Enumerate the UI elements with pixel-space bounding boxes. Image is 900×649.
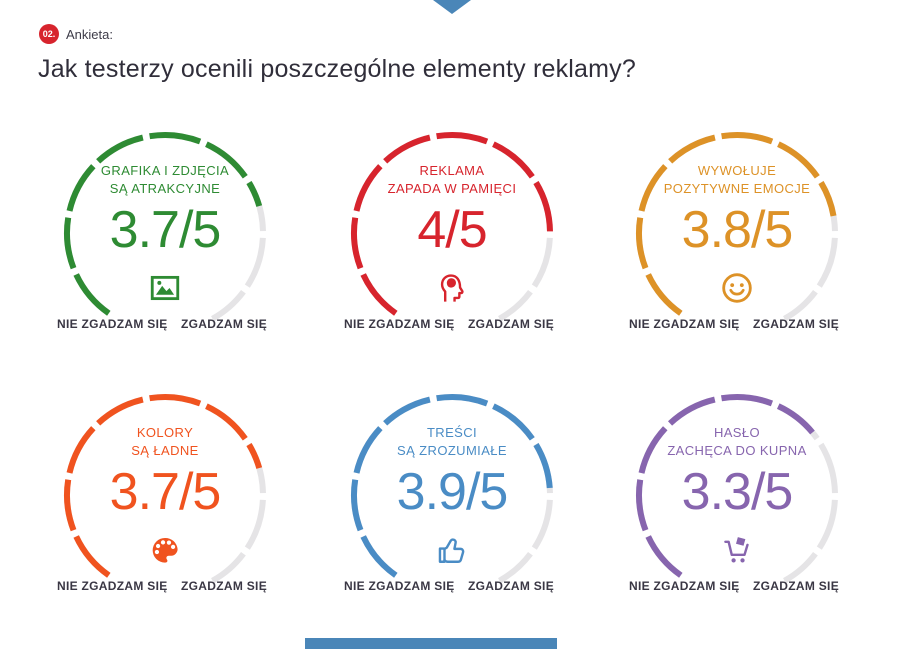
- page-title: Jak testerzy ocenili poszczególne elemen…: [38, 55, 636, 83]
- gauge-title-line1: KOLORY: [136, 425, 194, 440]
- gauge-title: REKLAMA ZAPADA W PAMIĘCI: [352, 162, 552, 198]
- gauge-title-line2: ZAPADA W PAMIĘCI: [387, 181, 517, 196]
- gauge-dial: [636, 132, 838, 322]
- gauge-card-6: HASŁO ZACHĘCA DO KUPNA 3.3/5 NIE ZGADZAM…: [619, 385, 855, 597]
- gauge-title: TREŚCI SĄ ZROZUMIAŁE: [352, 424, 552, 460]
- smiley-icon: [619, 269, 855, 307]
- gauge-dial: [64, 132, 266, 322]
- gauge-value-arc: [636, 132, 837, 316]
- gauge-score: 3.3/5: [681, 463, 794, 521]
- gauge-value-arc: [351, 394, 553, 578]
- cart-icon: [619, 531, 855, 569]
- gauge-score: 3.7/5: [109, 201, 222, 259]
- gauge-dial: [636, 394, 838, 584]
- gauge-score: 3.9/5: [396, 463, 509, 521]
- section-label: Ankieta:: [66, 27, 113, 42]
- gauge-title-line2: SĄ ZROZUMIAŁE: [397, 443, 507, 458]
- gauge-label-agree: ZGADZAM SIĘ: [181, 579, 267, 593]
- gauge-label-agree: ZGADZAM SIĘ: [468, 579, 554, 593]
- gauge-label-disagree: NIE ZGADZAM SIĘ: [344, 579, 455, 593]
- gauge-title-line1: WYWOŁUJE: [697, 163, 777, 178]
- gauge-title-line1: GRAFIKA I ZDJĘCIA: [100, 163, 230, 178]
- gauge-label-agree: ZGADZAM SIĘ: [753, 579, 839, 593]
- gauge-title-line2: POZYTYWNE EMOCJE: [663, 181, 811, 196]
- gauge-title: WYWOŁUJE POZYTYWNE EMOCJE: [637, 162, 837, 198]
- gauge-score: 3.8/5: [681, 201, 794, 259]
- gauge-value-arc: [64, 132, 263, 316]
- gauge-title: KOLORY SĄ ŁADNE: [65, 424, 265, 460]
- gauge-label-agree: ZGADZAM SIĘ: [181, 317, 267, 331]
- gauge-label-agree: ZGADZAM SIĘ: [753, 317, 839, 331]
- gauge-label-disagree: NIE ZGADZAM SIĘ: [629, 579, 740, 593]
- image-icon: [47, 269, 283, 307]
- gauge-score: 4/5: [417, 201, 487, 259]
- gauge-title-line2: SĄ ŁADNE: [131, 443, 199, 458]
- gauge-value-arc: [636, 394, 815, 578]
- gauge-label-disagree: NIE ZGADZAM SIĘ: [629, 317, 740, 331]
- gauge-score: 3.7/5: [109, 463, 222, 521]
- gauge-label-disagree: NIE ZGADZAM SIĘ: [344, 317, 455, 331]
- gauge-title: HASŁO ZACHĘCA DO KUPNA: [637, 424, 837, 460]
- gauge-title-line1: HASŁO: [713, 425, 761, 440]
- thumb-up-icon: [334, 531, 570, 569]
- section-number: 02.: [42, 29, 56, 39]
- gauge-card-2: REKLAMA ZAPADA W PAMIĘCI 4/5 NIE ZGADZAM…: [334, 123, 570, 335]
- gauge-label-agree: ZGADZAM SIĘ: [468, 317, 554, 331]
- gauge-title: GRAFIKA I ZDJĘCIA SĄ ATRAKCYJNE: [65, 162, 265, 198]
- gauge-title-line2: ZACHĘCA DO KUPNA: [667, 443, 807, 458]
- palette-icon: [47, 531, 283, 569]
- gauge-value-arc: [64, 394, 263, 578]
- gauge-title-line1: TREŚCI: [426, 425, 478, 440]
- gauge-dial: [64, 394, 266, 584]
- gauge-title-line2: SĄ ATRAKCYJNE: [109, 181, 221, 196]
- gauge-card-5: TREŚCI SĄ ZROZUMIAŁE 3.9/5 NIE ZGADZAM S…: [334, 385, 570, 597]
- gauge-dial: [351, 394, 553, 584]
- gauge-title-line1: REKLAMA: [419, 163, 485, 178]
- gauge-label-disagree: NIE ZGADZAM SIĘ: [57, 579, 168, 593]
- gauge-value-arc: [351, 132, 553, 316]
- gauge-dial: [351, 132, 553, 322]
- gauge-label-disagree: NIE ZGADZAM SIĘ: [57, 317, 168, 331]
- gauge-card-4: KOLORY SĄ ŁADNE 3.7/5 NIE ZGADZAM SIĘ ZG…: [47, 385, 283, 597]
- section-arrow-down-icon: [433, 0, 471, 14]
- brain-icon: [334, 269, 570, 307]
- gauge-card-3: WYWOŁUJE POZYTYWNE EMOCJE 3.8/5 NIE ZGAD…: [619, 123, 855, 335]
- gauge-card-1: GRAFIKA I ZDJĘCIA SĄ ATRAKCYJNE 3.7/5 NI…: [47, 123, 283, 335]
- section-number-badge: 02.: [39, 24, 59, 44]
- bottom-banner-edge: [305, 638, 557, 649]
